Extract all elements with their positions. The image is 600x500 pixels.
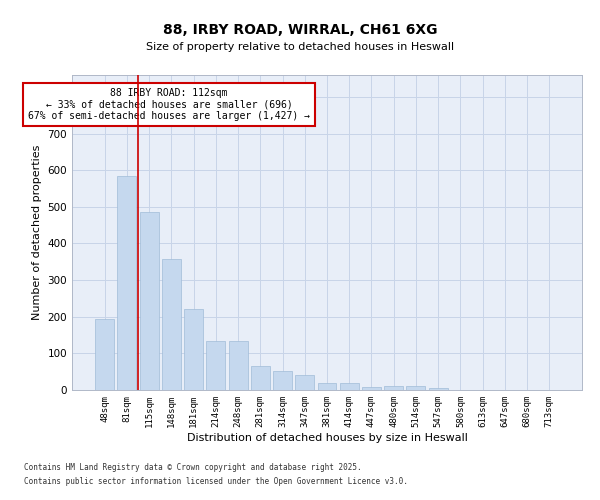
Bar [229,340,248,390]
Bar [384,386,403,390]
X-axis label: Distribution of detached houses by size in Heswall: Distribution of detached houses by size … [187,432,467,442]
Bar [317,382,337,390]
Text: Size of property relative to detached houses in Heswall: Size of property relative to detached ho… [146,42,454,52]
Text: 88, IRBY ROAD, WIRRAL, CH61 6XG: 88, IRBY ROAD, WIRRAL, CH61 6XG [163,22,437,36]
Bar [95,320,114,390]
Bar [406,386,425,390]
Bar [251,366,270,390]
Bar [340,382,359,390]
Bar [273,371,292,390]
Y-axis label: Number of detached properties: Number of detached properties [32,145,42,320]
Text: Contains HM Land Registry data © Crown copyright and database right 2025.: Contains HM Land Registry data © Crown c… [24,464,362,472]
Bar [184,310,203,390]
Bar [140,212,158,390]
Text: Contains public sector information licensed under the Open Government Licence v3: Contains public sector information licen… [24,477,408,486]
Text: 88 IRBY ROAD: 112sqm
← 33% of detached houses are smaller (696)
67% of semi-deta: 88 IRBY ROAD: 112sqm ← 33% of detached h… [28,88,310,121]
Bar [118,176,136,390]
Bar [295,376,314,390]
Bar [362,388,381,390]
Bar [206,340,225,390]
Bar [429,388,448,390]
Bar [162,259,181,390]
